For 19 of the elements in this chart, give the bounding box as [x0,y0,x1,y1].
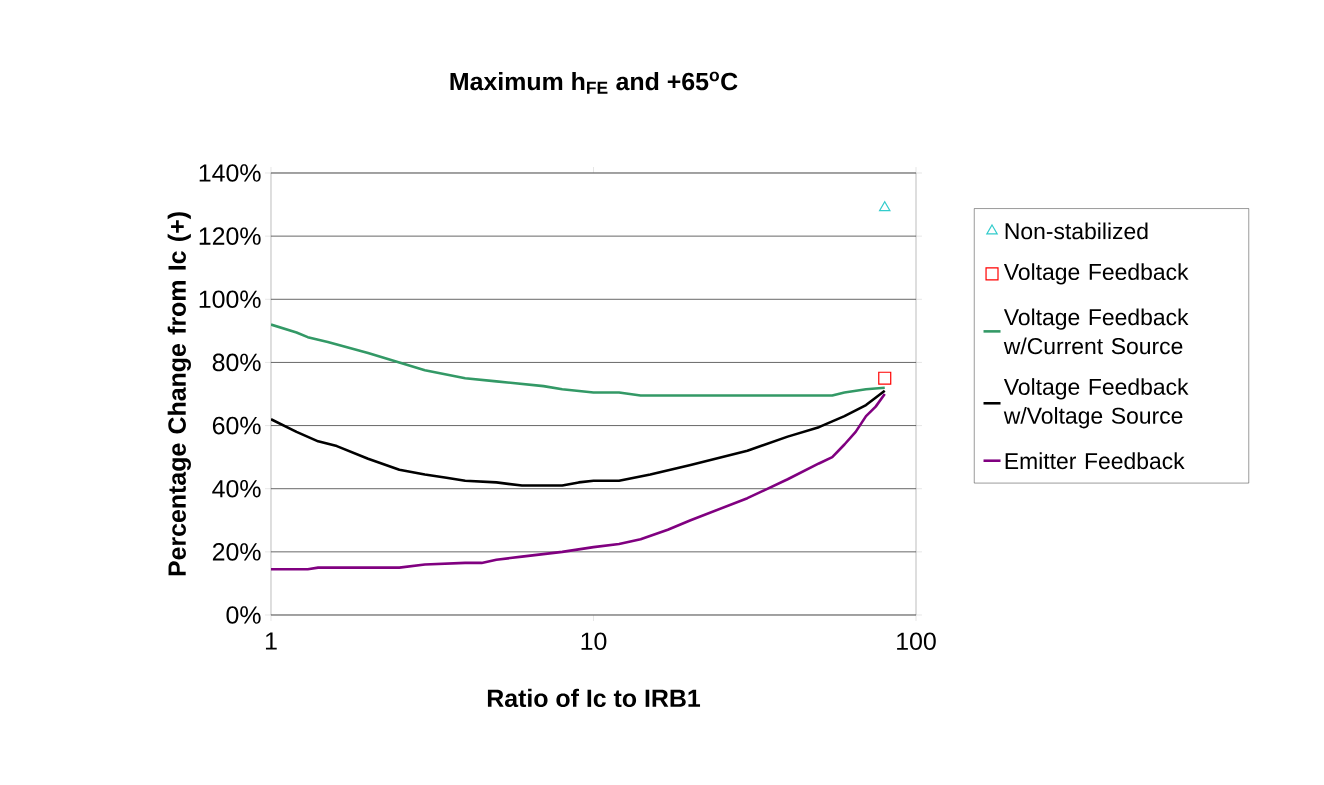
y-axis-title: Percentage Change from Ic (+) [167,212,191,576]
legend-label: Emitter Feedback [1005,452,1185,470]
y-tick-label: 140% [199,164,261,182]
y-tick-label: 0% [226,606,261,624]
y-tick-label: 100% [199,290,261,309]
x-axis-title: Ratio of Ic to IRB1 [487,688,701,708]
legend-label: Voltage Feedback w/Voltage Source [1003,378,1189,429]
y-tick-label: 120% [199,227,261,245]
legend-label: Non-stabilized [1005,222,1148,240]
legend-label: Voltage Feedback w/Current Source [1003,308,1189,355]
x-tick-label: 10 [581,632,607,651]
legend-label: Voltage Feedback [1003,263,1189,285]
y-tick-label: 60% [212,416,261,435]
y-tick-label: 40% [212,479,261,498]
chart-title: Maximum h$_{FE}$ and +65$^{o}$C [450,71,738,94]
x-tick-label: 100 [897,632,936,651]
y-tick-label: 20% [212,543,261,561]
x-tick-label: 1 [265,632,277,650]
y-tick-label: 80% [212,353,261,372]
